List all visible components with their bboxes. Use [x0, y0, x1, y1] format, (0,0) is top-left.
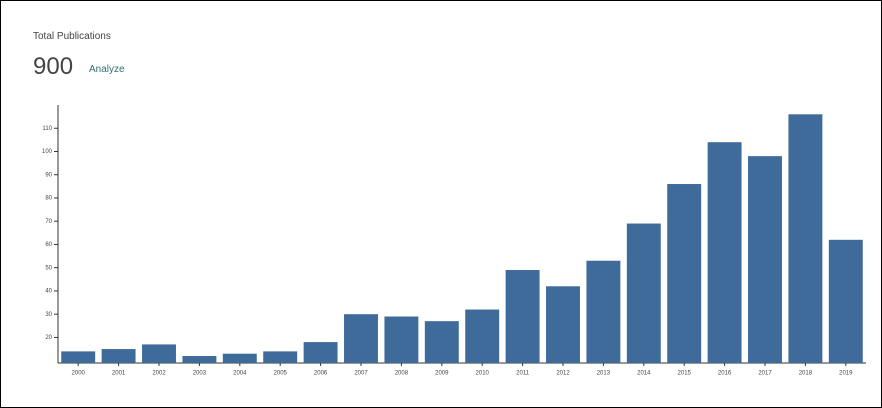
- bar: [344, 314, 378, 363]
- bar: [505, 270, 540, 363]
- x-tick-label: 2002: [152, 371, 166, 377]
- bar: [384, 316, 419, 363]
- y-tick-label: 30: [45, 312, 52, 318]
- x-tick-label: 2013: [597, 371, 611, 377]
- x-tick-label: 2015: [678, 371, 692, 377]
- y-tick-label: 50: [45, 265, 52, 271]
- bar: [303, 342, 338, 363]
- bar: [142, 344, 176, 363]
- y-tick-label: 100: [42, 149, 53, 155]
- bar: [788, 114, 823, 363]
- x-tick-label: 2018: [799, 371, 813, 377]
- x-tick-label: 2007: [354, 371, 368, 377]
- x-tick-label: 2003: [193, 371, 207, 377]
- total-count: 900: [33, 53, 74, 80]
- x-tick-label: 2005: [274, 371, 288, 377]
- bar: [828, 239, 863, 363]
- bar: [182, 356, 217, 363]
- x-tick-label: 2016: [718, 371, 732, 377]
- bar: [586, 260, 621, 363]
- y-tick-label: 80: [45, 196, 52, 202]
- bar: [424, 321, 459, 363]
- x-tick-label: 2017: [758, 371, 772, 377]
- x-tick-label: 2012: [556, 371, 570, 377]
- analyze-link[interactable]: Analyze: [89, 64, 125, 75]
- y-tick-label: 20: [45, 335, 52, 341]
- bar: [465, 309, 500, 363]
- x-tick-label: 2006: [314, 371, 328, 377]
- y-tick-label: 70: [45, 219, 52, 225]
- x-tick-label: 2014: [637, 371, 651, 377]
- x-tick-label: 2000: [72, 371, 86, 377]
- x-tick-label: 2019: [839, 371, 853, 377]
- x-tick-label: 2011: [516, 371, 530, 377]
- x-tick-label: 2010: [476, 371, 490, 377]
- bar: [626, 223, 661, 363]
- panel-title: Total Publications: [33, 31, 111, 42]
- bar: [667, 184, 702, 363]
- x-tick-label: 2004: [233, 371, 247, 377]
- y-tick-label: 40: [45, 289, 52, 295]
- bar: [748, 156, 782, 363]
- bar: [546, 286, 580, 363]
- y-tick-label: 110: [42, 126, 52, 132]
- y-tick-label: 90: [45, 172, 52, 178]
- x-tick-label: 2001: [112, 371, 126, 377]
- bar: [61, 351, 96, 363]
- bar: [222, 353, 257, 363]
- bar: [101, 349, 136, 363]
- bar: [263, 351, 298, 363]
- bar: [707, 142, 742, 363]
- x-tick-label: 2009: [435, 371, 449, 377]
- y-tick-label: 60: [45, 242, 52, 248]
- x-tick-label: 2008: [395, 371, 409, 377]
